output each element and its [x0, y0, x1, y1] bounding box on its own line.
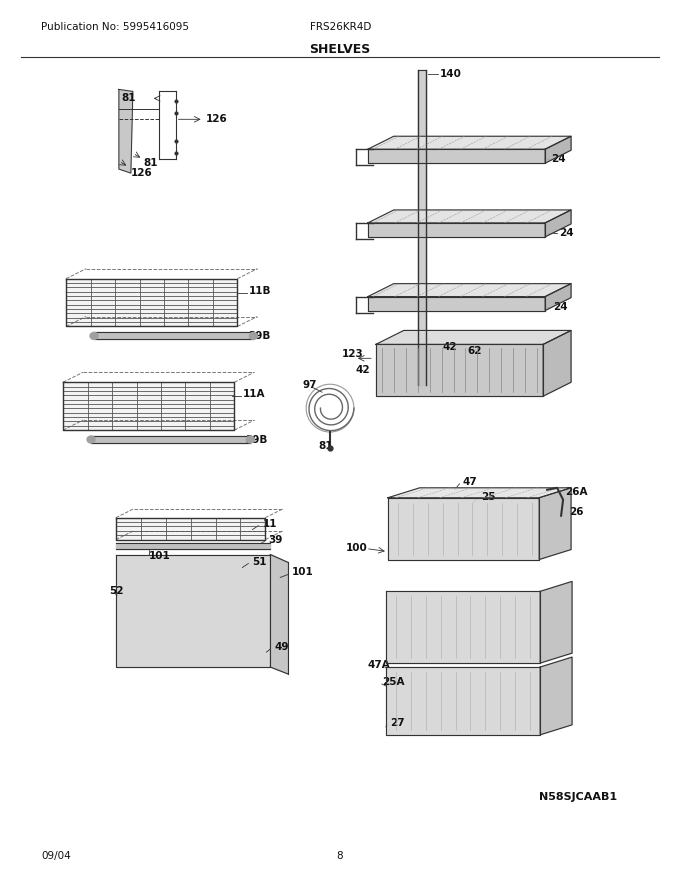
Text: 11A: 11A: [242, 389, 265, 400]
Text: SHELVES: SHELVES: [309, 43, 371, 56]
Text: 101: 101: [149, 551, 171, 561]
Text: 24: 24: [559, 228, 574, 238]
Text: 42: 42: [355, 365, 370, 375]
Text: 81: 81: [143, 158, 158, 168]
Polygon shape: [116, 554, 270, 667]
Polygon shape: [540, 657, 572, 735]
Text: 47A: 47A: [368, 660, 390, 670]
Polygon shape: [368, 283, 571, 297]
Polygon shape: [368, 210, 571, 223]
Polygon shape: [545, 136, 571, 163]
Text: 24: 24: [551, 154, 566, 165]
Text: 52: 52: [109, 586, 124, 597]
Polygon shape: [388, 498, 539, 560]
Polygon shape: [91, 436, 250, 443]
Text: 81: 81: [318, 441, 333, 451]
Polygon shape: [368, 150, 545, 163]
Text: 81: 81: [121, 93, 136, 104]
Text: FRS26KR4D: FRS26KR4D: [310, 22, 371, 32]
Polygon shape: [119, 90, 133, 173]
Polygon shape: [94, 333, 254, 340]
Text: 39B: 39B: [248, 332, 271, 341]
Polygon shape: [270, 554, 288, 674]
Polygon shape: [418, 70, 426, 385]
Text: 09/04: 09/04: [41, 851, 71, 862]
Text: 27: 27: [390, 718, 405, 728]
Text: 47: 47: [462, 477, 477, 487]
Text: 11: 11: [262, 518, 277, 529]
Text: 42: 42: [443, 342, 457, 352]
Polygon shape: [368, 297, 545, 311]
Polygon shape: [545, 210, 571, 237]
Text: 123: 123: [342, 349, 364, 359]
Polygon shape: [63, 382, 235, 430]
Text: 100: 100: [346, 543, 368, 553]
Polygon shape: [539, 488, 571, 560]
Polygon shape: [368, 136, 571, 150]
Text: Publication No: 5995416095: Publication No: 5995416095: [41, 22, 189, 32]
Polygon shape: [376, 344, 543, 396]
Text: N58SJCAAB1: N58SJCAAB1: [539, 791, 617, 802]
Text: 126: 126: [205, 114, 227, 124]
Text: 101: 101: [292, 568, 314, 577]
Text: 49: 49: [274, 642, 289, 652]
Text: 126: 126: [131, 168, 152, 178]
Text: 8: 8: [337, 851, 343, 862]
Polygon shape: [368, 223, 545, 237]
Text: 26: 26: [569, 507, 583, 517]
Ellipse shape: [87, 436, 95, 443]
Text: 24: 24: [553, 302, 568, 312]
Polygon shape: [116, 543, 270, 548]
Polygon shape: [543, 331, 571, 396]
Text: 25: 25: [481, 492, 496, 502]
Polygon shape: [376, 331, 571, 344]
Ellipse shape: [246, 436, 254, 443]
Polygon shape: [386, 667, 540, 735]
Text: 26A: 26A: [565, 487, 588, 497]
Text: 25A: 25A: [382, 677, 405, 687]
Text: 39B: 39B: [245, 435, 268, 445]
Polygon shape: [66, 279, 237, 326]
Ellipse shape: [250, 333, 257, 340]
Polygon shape: [116, 517, 265, 539]
Polygon shape: [388, 488, 571, 498]
Text: 140: 140: [439, 69, 462, 78]
Text: 97: 97: [302, 380, 317, 390]
Polygon shape: [386, 591, 540, 664]
Text: 62: 62: [467, 347, 482, 356]
Text: 39: 39: [269, 534, 283, 545]
Text: 51: 51: [252, 556, 267, 567]
Polygon shape: [545, 283, 571, 311]
Polygon shape: [540, 582, 572, 664]
Ellipse shape: [90, 333, 98, 340]
Text: 11B: 11B: [248, 286, 271, 296]
